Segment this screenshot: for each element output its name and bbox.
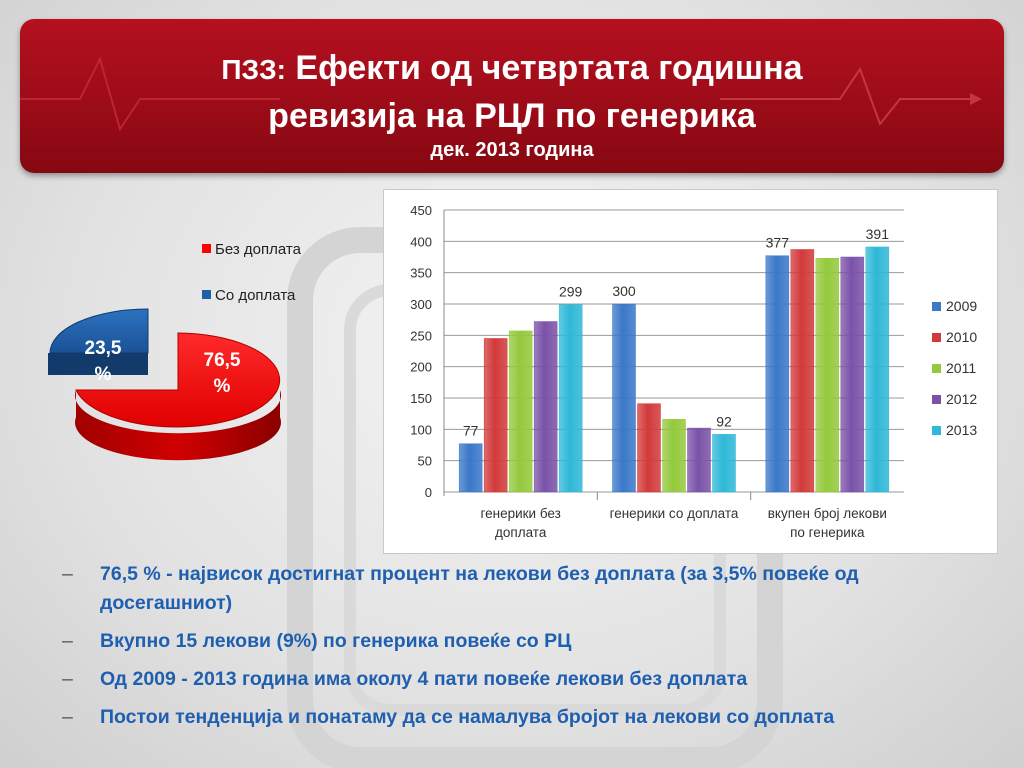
bar-2010-2 — [790, 249, 815, 493]
pie-slice-1 — [49, 308, 149, 354]
bar-2010-1 — [637, 403, 661, 493]
y-tick-label: 100 — [410, 422, 432, 437]
legend-swatch-2013 — [932, 426, 941, 435]
pie-value-1: 23,5 — [84, 338, 122, 359]
pie-value-label-0: 76,5 % — [196, 348, 248, 400]
y-tick-label: 300 — [410, 297, 432, 312]
legend-label-2012: 2012 — [946, 391, 977, 407]
legend-swatch-2009 — [932, 302, 941, 311]
page-subtitle: дек. 2013 година — [430, 139, 594, 161]
legend-label-2011: 2011 — [946, 360, 976, 376]
bullet-text: Постои тенденција и понатаму да се намал… — [100, 706, 835, 728]
x-tick-label: доплата — [495, 525, 547, 540]
pie-value-0: 76,5 — [203, 350, 241, 371]
bar-2011-1 — [662, 419, 686, 493]
pie-legend-swatch-1 — [202, 290, 211, 299]
pie-legend-item-1: Со доплата — [202, 287, 295, 304]
legend-label-2013: 2013 — [946, 422, 977, 438]
data-label: 299 — [559, 284, 583, 300]
pie-legend-label-1: Со доплата — [215, 287, 296, 304]
x-tick-label: вкупен број лекови — [768, 506, 887, 521]
x-tick-label: по генерика — [790, 525, 865, 540]
y-tick-label: 350 — [410, 266, 432, 281]
title-line-1: Ефекти од четвртата годишна — [295, 49, 803, 87]
pie-legend-item-0: Без доплата — [202, 241, 301, 258]
bullet-dash: – — [62, 630, 73, 652]
pie-unit-1: % — [94, 364, 112, 385]
data-label: 92 — [716, 413, 732, 429]
pie-legend-swatch-0 — [202, 244, 211, 253]
legend-label-2009: 2009 — [946, 298, 977, 314]
bar-2010-0 — [483, 338, 508, 493]
bar-2009-2 — [765, 255, 790, 493]
bar-2013-0 — [558, 304, 583, 493]
bar-2012-0 — [533, 321, 558, 493]
bar-chart: 0 50 100 150 200 250 300 350 400 450 77 299 генерики… — [410, 203, 977, 540]
heartbeat-line-decoration — [20, 56, 982, 132]
y-tick-label: 0 — [425, 485, 432, 500]
data-label: 391 — [866, 226, 890, 242]
bullet-dash: – — [62, 668, 73, 690]
bullet-text: 76,5 % - највисок достигнат процент на л… — [100, 563, 859, 614]
pie-unit-0: % — [213, 376, 231, 397]
title-prefix: ПЗЗ: — [221, 54, 286, 85]
y-tick-label: 450 — [410, 203, 432, 218]
bullet-item: – Постои тенденција и понатаму да се нама… — [62, 703, 982, 732]
x-tick-label: генерики со доплата — [610, 506, 739, 521]
y-tick-label: 400 — [410, 234, 432, 249]
y-tick-label: 250 — [410, 328, 432, 343]
data-label: 300 — [612, 283, 636, 299]
bullet-dash: – — [62, 563, 73, 585]
x-tick-label: генерики без — [481, 506, 561, 521]
bullet-text: Вкупно 15 лекови (9%) по генерика повеќе… — [100, 630, 572, 652]
legend-swatch-2011 — [932, 364, 941, 373]
bar-2013-1 — [712, 434, 736, 493]
title-banner: ПЗЗ: Ефекти од четвртата годишна ревизиј… — [20, 19, 1004, 173]
y-tick-label: 200 — [410, 360, 432, 375]
page-title: ПЗЗ: Ефекти од четвртата годишна ревизиј… — [20, 45, 1004, 139]
title-line-2: ревизија на РЦЛ по генерика — [268, 97, 756, 135]
pie-legend-label-0: Без доплата — [215, 241, 301, 258]
pie-slice-side-1 — [48, 353, 148, 375]
pie-value-label-1: 23,5 % — [78, 336, 128, 388]
bar-2012-1 — [687, 427, 711, 493]
legend-swatch-2012 — [932, 395, 941, 404]
bullet-item: – Од 2009 - 2013 година има околу 4 пати … — [62, 665, 982, 694]
bullet-text: Од 2009 - 2013 година има околу 4 пати п… — [100, 668, 748, 690]
data-label: 377 — [766, 235, 790, 251]
legend-label-2010: 2010 — [946, 329, 977, 345]
bar-2011-2 — [815, 258, 840, 493]
bar-2009-0 — [458, 443, 483, 493]
bullet-list: – 76,5 % - највисок достигнат процент на … — [62, 560, 982, 741]
y-tick-label: 150 — [410, 391, 432, 406]
data-label: 77 — [463, 423, 479, 439]
pie-slice-0 — [75, 332, 281, 428]
legend-swatch-2010 — [932, 333, 941, 342]
bar-2011-0 — [508, 330, 533, 493]
bar-2009-1 — [612, 303, 636, 493]
bar-chart-panel: 0 50 100 150 200 250 300 350 400 450 77 299 генерики… — [383, 189, 998, 554]
bar-2013-2 — [865, 246, 890, 493]
bullet-item: – 76,5 % - највисок достигнат процент на … — [62, 560, 982, 618]
bullet-dash: – — [62, 706, 73, 728]
pie-slice-side-0 — [75, 390, 281, 461]
y-tick-label: 50 — [418, 454, 432, 469]
bar-2012-2 — [840, 256, 865, 493]
bullet-item: – Вкупно 15 лекови (9%) по генерика повеќ… — [62, 627, 982, 656]
pie-chart — [48, 308, 281, 461]
